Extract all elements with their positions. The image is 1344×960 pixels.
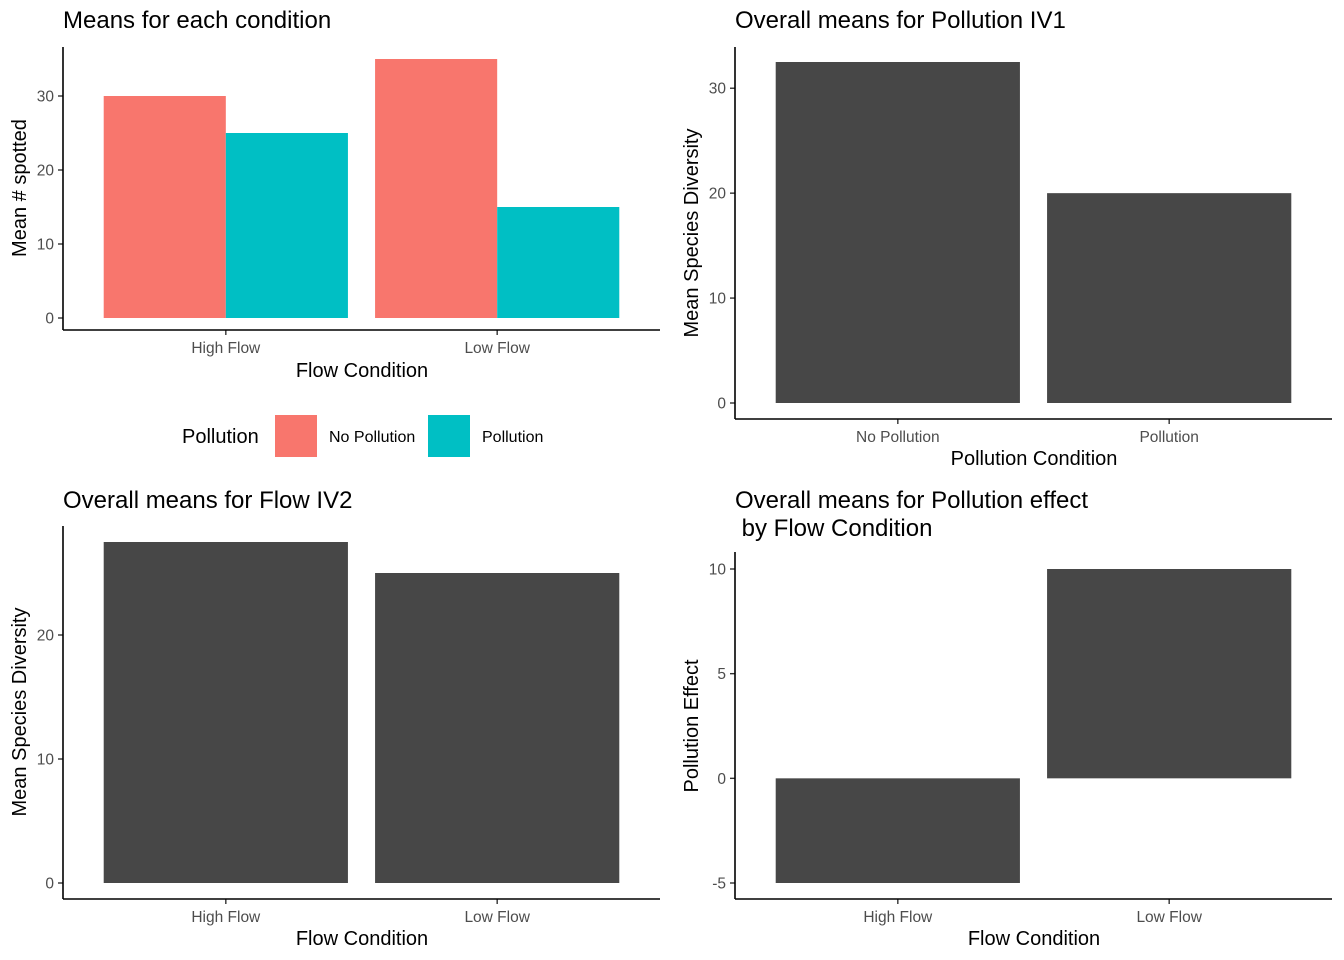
y-tick-label-5: -5: [712, 876, 726, 893]
bar-high-flow: [775, 778, 1020, 883]
panel4-y-axis-title: Pollution Effect: [681, 659, 703, 792]
panel2-y-axis-title: Mean Species Diversity: [681, 129, 703, 338]
panel3-y-axis-title: Mean Species Diversity: [9, 608, 31, 817]
legend-label-pollution: Pollution: [482, 429, 543, 446]
x-tick-label-high-flow: High Flow: [191, 340, 261, 357]
x-tick-label-low-flow: Low Flow: [1136, 909, 1202, 926]
panel1-title: Means for each condition: [63, 7, 331, 34]
panel4-title-line-2: by Flow Condition: [735, 515, 932, 542]
panel-overall-flow: Overall means for Flow IV2 High Flow Low …: [9, 487, 660, 950]
legend-label-no-pollution: No Pollution: [329, 429, 415, 446]
bar-high-flow-pollution: [225, 133, 348, 318]
panel4-x-axis-title: Flow Condition: [968, 928, 1100, 950]
bar-low-flow-no-pollution: [375, 59, 498, 318]
panel3-x-axis-title: Flow Condition: [296, 928, 428, 950]
x-tick-label-pollution: Pollution: [1139, 429, 1198, 446]
y-tick-label-10: 10: [37, 237, 55, 254]
y-tick-label-20: 20: [37, 628, 55, 645]
y-tick-label-0: 0: [45, 311, 54, 328]
bar-low-flow: [1047, 569, 1292, 779]
y-tick-label-0: 0: [717, 396, 726, 413]
panel1-x-axis-title: Flow Condition: [296, 360, 428, 382]
bar-high-flow: [103, 542, 348, 883]
panel3-title: Overall means for Flow IV2: [63, 487, 352, 514]
legend-key-pollution: [428, 415, 470, 457]
panel2-title: Overall means for Pollution IV1: [735, 7, 1066, 34]
y-tick-label-10: 10: [709, 562, 727, 579]
y-tick-label-10: 10: [37, 752, 55, 769]
bar-low-flow-pollution: [497, 207, 620, 318]
legend-title: Pollution: [182, 426, 259, 448]
panel4-title-line-1: Overall means for Pollution effect: [735, 487, 1088, 514]
panel-means-each-condition: Means for each condition High Flow Low Fl…: [9, 7, 660, 457]
legend-key-no-pollution: [275, 415, 317, 457]
panel-pollution-effect: Overall means for Pollution effect by Fl…: [681, 487, 1332, 950]
y-tick-label-30: 30: [709, 81, 727, 98]
y-tick-label-5: 5: [717, 666, 726, 683]
y-tick-label-0: 0: [717, 771, 726, 788]
y-tick-label-20: 20: [709, 186, 727, 203]
bar-high-flow-no-pollution: [103, 96, 226, 318]
panel4-title: Overall means for Pollution effect by Fl…: [735, 487, 1095, 542]
x-tick-label-high-flow: High Flow: [191, 909, 261, 926]
y-tick-label-0: 0: [45, 876, 54, 893]
x-tick-label-high-flow: High Flow: [863, 909, 933, 926]
panel-overall-pollution: Overall means for Pollution IV1 No Pollu…: [681, 7, 1332, 470]
x-tick-label-no-pollution: No Pollution: [856, 429, 940, 446]
y-tick-label-30: 30: [37, 89, 55, 106]
x-tick-label-low-flow: Low Flow: [464, 340, 530, 357]
bar-low-flow: [375, 573, 620, 883]
panel1-y-axis-title: Mean # spotted: [9, 119, 31, 257]
y-tick-label-10: 10: [709, 291, 727, 308]
panel1-legend: Pollution No Pollution Pollution: [182, 415, 543, 457]
panel2-x-axis-title: Pollution Condition: [951, 448, 1118, 470]
bar-pollution: [1047, 193, 1292, 403]
bar-no-pollution: [775, 62, 1020, 403]
y-tick-label-20: 20: [37, 163, 55, 180]
x-tick-label-low-flow: Low Flow: [464, 909, 530, 926]
